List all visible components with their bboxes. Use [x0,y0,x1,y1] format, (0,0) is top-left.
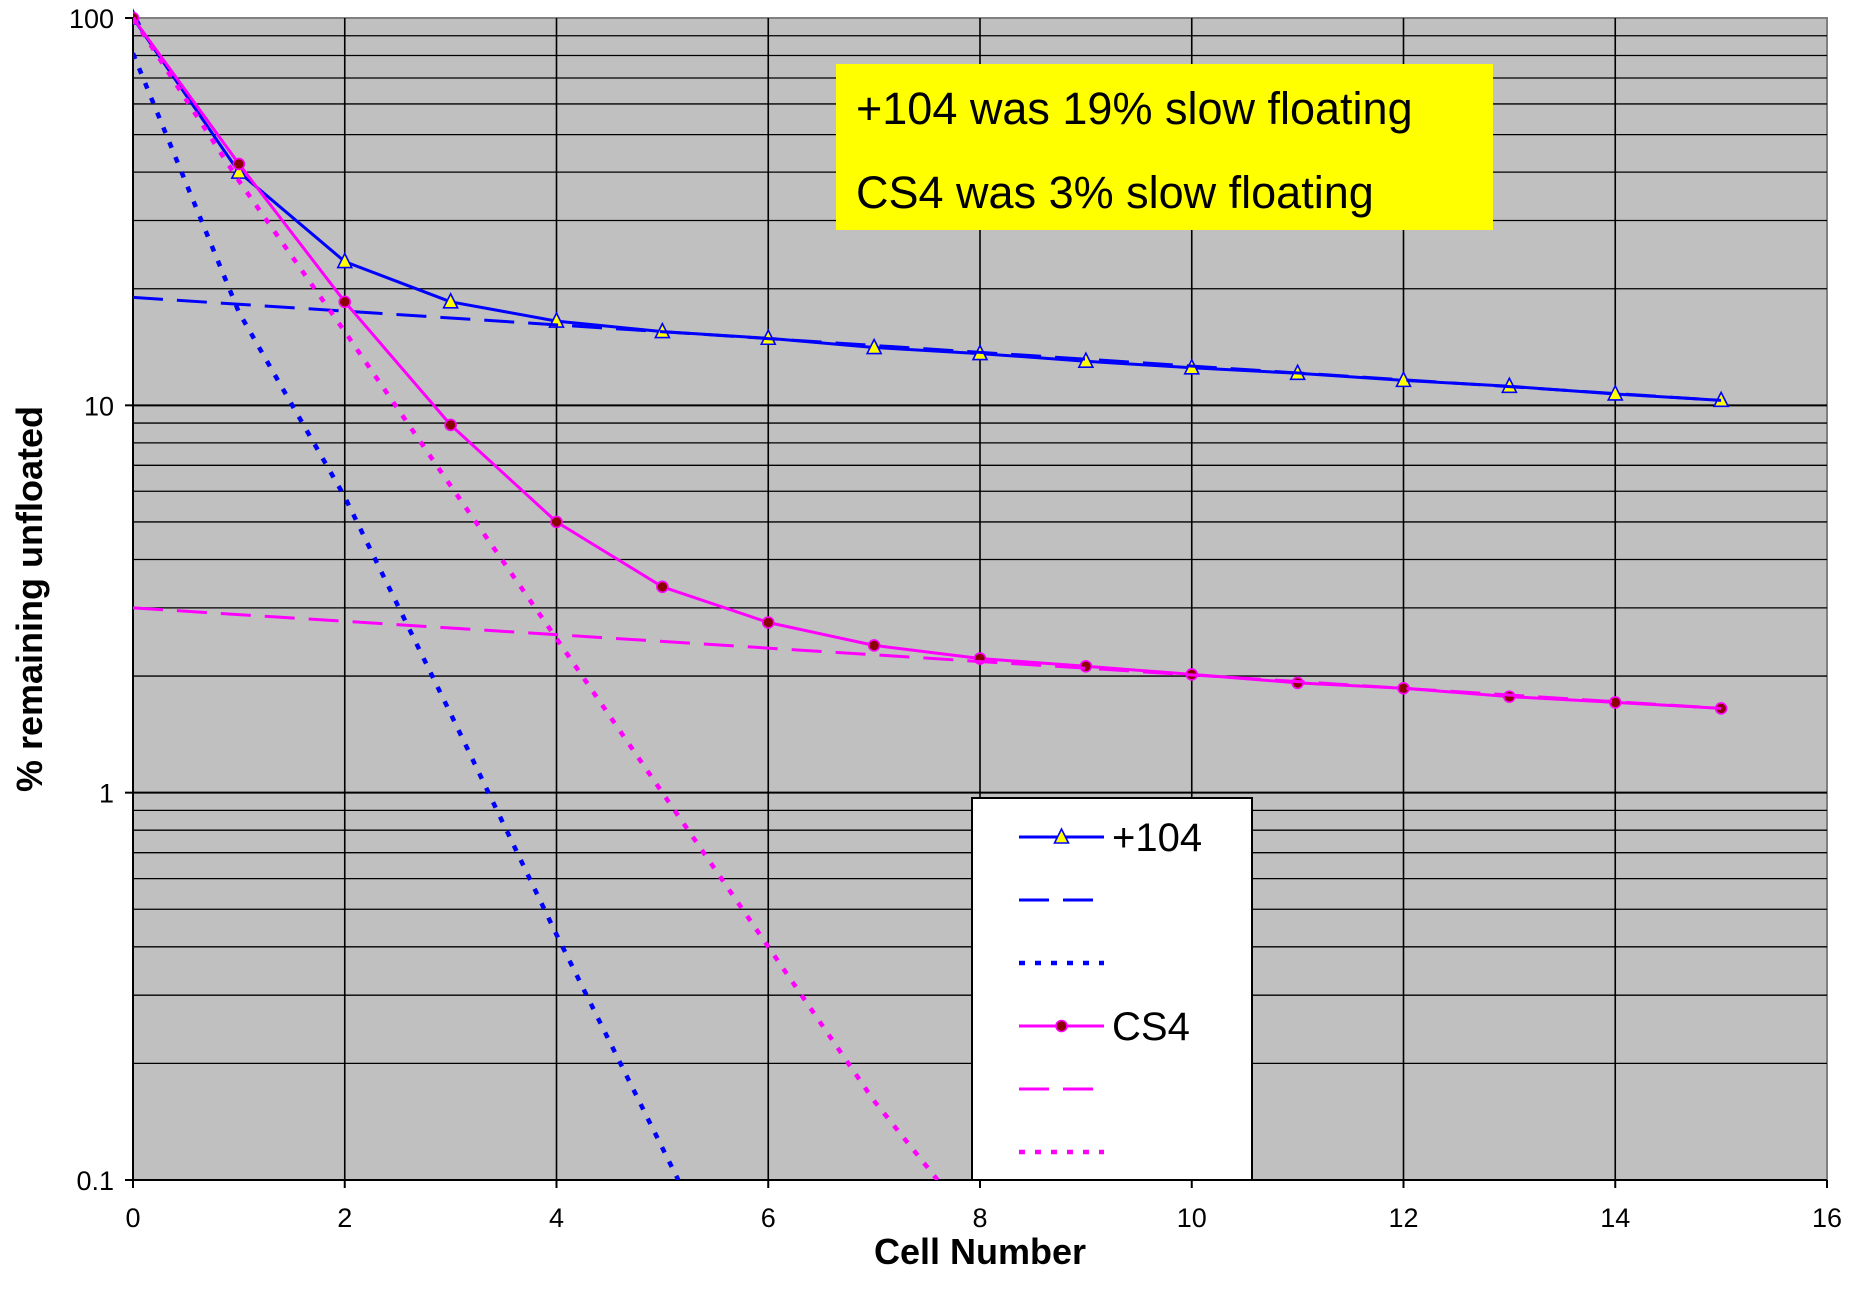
data-point [656,580,669,594]
x-tick-label: 16 [1812,1203,1842,1233]
legend: +104 CS4 [971,797,1253,1181]
data-point [442,292,459,309]
data-point [444,418,457,432]
series-line [133,606,1722,710]
series-line [133,295,1722,402]
legend-box [971,797,1253,1181]
x-tick-label: 0 [125,1203,140,1233]
series-line [133,16,940,1180]
legend-label-0: +104 [1112,816,1202,860]
y-tick-label: 1 [99,779,114,809]
y-axis-title: % remaining unfloated [9,406,50,792]
data-point [232,157,246,171]
series-fit-1 [133,295,1722,402]
y-tick-label: 10 [84,391,114,421]
data-point [865,337,883,355]
legend-marker-0 [1053,827,1070,844]
series-fit-4 [133,606,1722,710]
x-tick-label: 4 [549,1203,564,1233]
legend-label-3: CS4 [1112,1005,1190,1049]
data-point [1079,659,1093,673]
data-point [867,639,881,652]
x-axis-title: Cell Number [874,1231,1086,1272]
y-tick-label: 0.1 [76,1166,114,1196]
data-point [230,162,248,179]
x-tick-label: 12 [1388,1203,1418,1233]
x-tick-label: 2 [337,1203,352,1233]
series-line [133,52,681,1180]
x-tick-label: 6 [761,1203,776,1233]
annotation-line-1: +104 was 19% slow floating [856,83,1413,134]
series-fit-5 [133,16,940,1180]
data-point [550,515,563,529]
data-point [761,616,775,629]
series-fit-2 [133,52,681,1180]
data-point [338,295,352,309]
x-tick-label: 10 [1177,1203,1207,1233]
y-tick-labels: 0.1 1 10 100 [69,4,133,1196]
x-tick-label: 14 [1600,1203,1630,1233]
annotation-line-2: CS4 was 3% slow floating [856,167,1374,218]
data-point [336,251,354,269]
series-layer [133,8,1730,1180]
x-tick-label: 8 [972,1203,987,1233]
x-tick-labels: 0 2 4 6 8 10 12 14 16 [125,1180,1842,1233]
y-tick-label: 100 [69,4,114,34]
annotation-box: +104 was 19% slow floating CS4 was 3% sl… [836,64,1493,230]
legend-marker-3 [1055,1019,1068,1033]
